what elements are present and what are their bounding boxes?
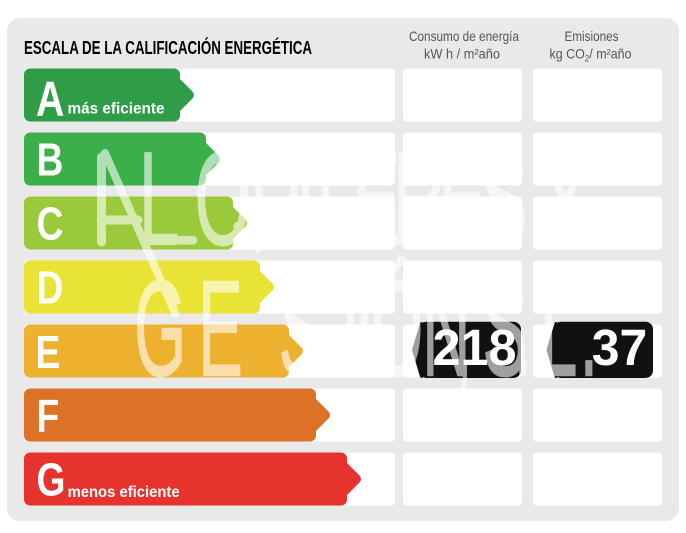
svg-text:más eficiente: más eficiente bbox=[68, 100, 165, 117]
svg-text:B: B bbox=[37, 134, 64, 186]
svg-text:37: 37 bbox=[592, 319, 648, 376]
svg-text:E: E bbox=[36, 326, 61, 378]
svg-text:kg CO2/ m²año: kg CO2/ m²año bbox=[550, 47, 632, 64]
svg-text:A: A bbox=[36, 72, 64, 126]
svg-text:G: G bbox=[37, 454, 66, 506]
svg-text:Consumo de energía: Consumo de energía bbox=[409, 29, 519, 44]
svg-text:D: D bbox=[37, 262, 64, 314]
svg-text:ESCALA DE LA CALIFICACIÓN ENER: ESCALA DE LA CALIFICACIÓN ENERGÉTICA bbox=[24, 37, 312, 58]
svg-text:kW h / m²año: kW h / m²año bbox=[424, 47, 500, 62]
svg-text:C: C bbox=[37, 198, 64, 250]
svg-text:Emisiones: Emisiones bbox=[565, 29, 619, 44]
svg-text:F: F bbox=[37, 390, 60, 442]
svg-text:GESTIÓN, S.L.: GESTIÓN, S.L. bbox=[134, 252, 598, 404]
svg-text:menos eficiente: menos eficiente bbox=[68, 484, 180, 501]
svg-text:218: 218 bbox=[433, 319, 517, 376]
svg-text:LOUILERES Y: LOUILERES Y bbox=[139, 124, 590, 273]
